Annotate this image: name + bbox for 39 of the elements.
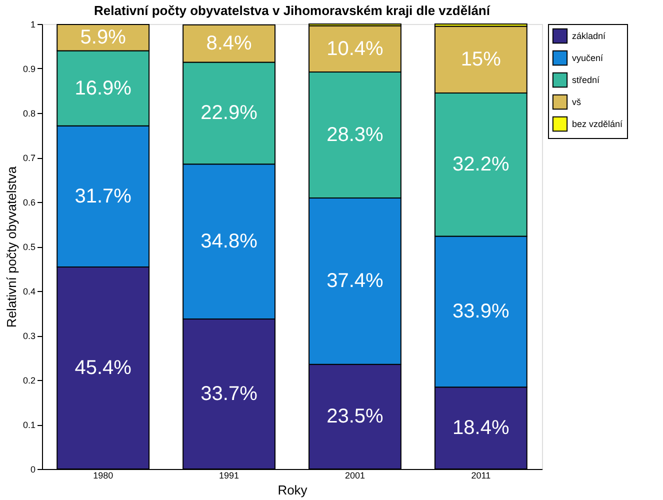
x-tick-label: 1980 [93, 470, 114, 480]
x-axis-title: Roky [278, 482, 308, 498]
x-tick-label: 2001 [344, 470, 365, 480]
data-label: 16.9% [74, 77, 132, 100]
data-label: 45.4% [74, 356, 132, 379]
data-label: 28.3% [326, 124, 384, 146]
y-tick-label: 0.9 [22, 64, 36, 74]
legend-label: bez vzdělání [572, 119, 624, 129]
data-label: 33.7% [200, 383, 258, 406]
data-label: 18.4% [452, 417, 510, 440]
y-tick-label: 0.3 [22, 331, 36, 341]
y-tick-label: 0.2 [22, 376, 36, 386]
data-label: 37.4% [326, 270, 384, 292]
y-tick-label: 0.6 [22, 198, 36, 208]
x-tick-label: 1991 [219, 470, 240, 480]
data-label: 10.4% [326, 38, 384, 60]
data-label: 32.2% [452, 154, 510, 176]
legend-label: střední [572, 75, 600, 85]
y-tick-label: 0.5 [22, 242, 36, 252]
y-tick-label: 0.7 [22, 153, 36, 163]
y-tick-label: 0 [30, 464, 36, 474]
data-label: 8.4% [206, 32, 252, 55]
y-tick-label: 0.4 [22, 286, 36, 296]
y-axis-title: Relativní počty obyvatelstva [4, 166, 19, 328]
data-label: 31.7% [74, 185, 132, 208]
legend-label: vyučení [572, 53, 604, 63]
data-label: 15% [460, 48, 502, 71]
legend-label: vš [572, 97, 582, 107]
legend-label: základní [572, 31, 606, 41]
data-label: 23.5% [326, 406, 384, 428]
data-label: 22.9% [200, 102, 258, 124]
chart-title: Relativní počty obyvatelstva v Jihomoravském kraji dle vzdělání [94, 3, 490, 18]
data-label: 33.9% [452, 300, 510, 323]
data-label: 34.8% [200, 230, 258, 253]
data-label: 5.9% [80, 26, 126, 49]
y-tick-label: 0.8 [22, 108, 36, 118]
y-tick-label: 1 [30, 20, 36, 30]
y-tick-label: 0.1 [22, 420, 36, 430]
x-tick-label: 2011 [471, 470, 491, 480]
